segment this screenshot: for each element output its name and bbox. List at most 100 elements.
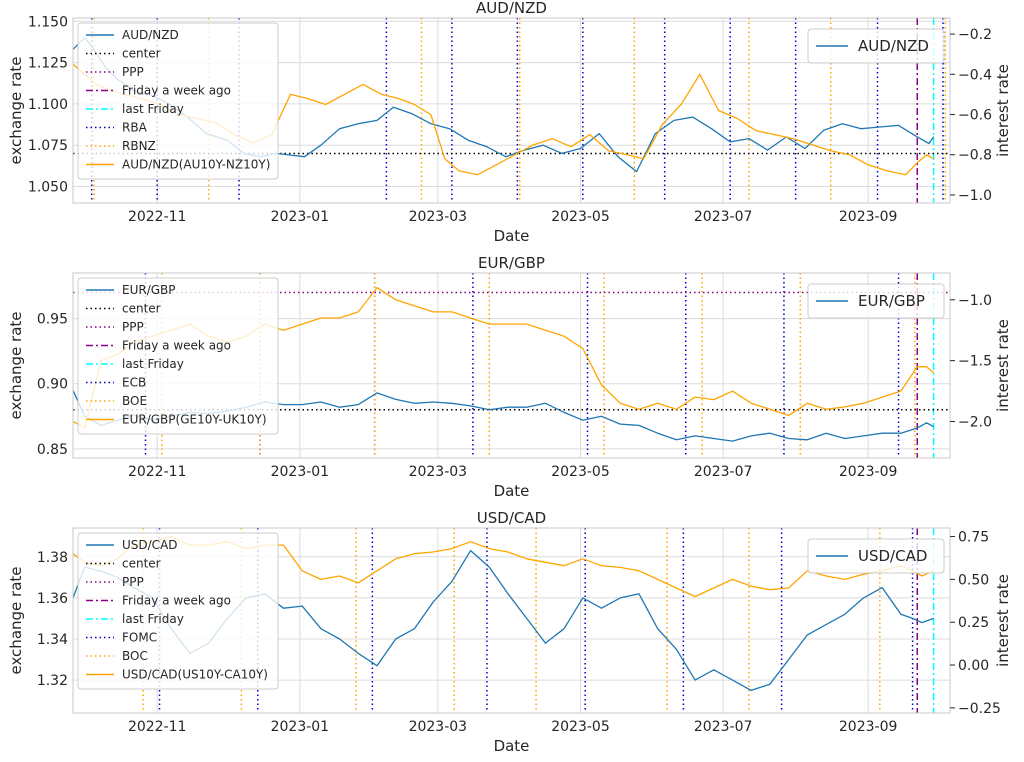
- y-tick-label: 1.075: [28, 138, 68, 154]
- y2-tick-label: 0.50: [958, 572, 989, 588]
- x-tick-label: 2023-05: [551, 209, 610, 225]
- legend-label: PPP: [122, 320, 144, 334]
- y2-tick-label: −0.8: [958, 148, 992, 164]
- legend-label: BOC: [122, 649, 148, 663]
- y-tick-label: 1.36: [37, 591, 68, 607]
- chart-title: EUR/GBP: [478, 254, 545, 272]
- x-tick-label: 2023-07: [694, 209, 753, 225]
- y-axis-label: exchange rate: [7, 566, 25, 674]
- y2-tick-label: −1.5: [958, 354, 992, 370]
- plot-frame: [72, 527, 951, 714]
- panel-eur-gbp: EUR/GBP 2022-11 2023-01 2023-03 2023-05 2023-…: [7, 254, 1012, 500]
- legend-label: EUR/GBP: [122, 283, 176, 297]
- legend-label: USD/CAD: [122, 538, 178, 552]
- legend-label: FOMC: [122, 631, 157, 645]
- x-axis-label: Date: [494, 482, 530, 500]
- legend-label: USD/CAD(US10Y-CA10Y): [122, 668, 268, 682]
- legend-label: last Friday: [122, 357, 184, 371]
- legend-right: AUD/NZD: [807, 28, 945, 64]
- legend-label: last Friday: [122, 612, 184, 626]
- y-tick-label: 0.90: [37, 377, 68, 393]
- y2-tick-label: −2.0: [958, 414, 992, 430]
- legend-box: [807, 283, 945, 319]
- legend-label: PPP: [122, 65, 144, 79]
- x-tick-label: 2023-03: [409, 464, 468, 480]
- legend-label: RBNZ: [122, 139, 156, 153]
- x-tick-label: 2023-01: [271, 719, 330, 735]
- legend-label: center: [122, 302, 161, 316]
- y2-tick-label: −0.6: [958, 108, 992, 124]
- y2-tick-label: −0.4: [958, 67, 992, 83]
- y2-axis-label: interest rate: [994, 319, 1012, 412]
- panel-aud-nzd: AUD/NZD 2022-11 2023-01 2023-03 2023-05 2023-…: [7, 0, 1012, 245]
- legend-label: Friday a week ago: [122, 339, 231, 353]
- x-tick-label: 2023-07: [694, 719, 753, 735]
- x-tick-label: 2023-01: [271, 209, 330, 225]
- plot-frame: [72, 17, 951, 204]
- y-tick-label: 1.050: [28, 179, 68, 195]
- legend-label: center: [122, 47, 161, 61]
- x-tick-label: 2023-09: [839, 209, 898, 225]
- legend-label: EUR/GBP: [858, 292, 925, 310]
- y2-tick-label: −0.25: [958, 701, 1001, 717]
- plot-frame: [72, 272, 951, 459]
- y-tick-label: 0.95: [37, 312, 68, 328]
- x-tick-label: 2023-03: [409, 209, 468, 225]
- legend-label: ECB: [122, 376, 146, 390]
- legend-label: PPP: [122, 575, 144, 589]
- x-tick-label: 2023-03: [409, 719, 468, 735]
- y-axis-label: exchange rate: [7, 311, 25, 419]
- legend-label: AUD/NZD: [122, 28, 179, 42]
- legend-label: center: [122, 557, 161, 571]
- y2-axis-label: interest rate: [994, 574, 1012, 667]
- legend-label: EUR/GBP(GE10Y-UK10Y): [122, 413, 267, 427]
- legend-label: Friday a week ago: [122, 594, 231, 608]
- y2-tick-label: −1.0: [958, 188, 992, 204]
- legend-left: EUR/GBP center PPP Friday a week ago last Fr…: [77, 277, 279, 435]
- x-tick-label: 2023-09: [839, 719, 898, 735]
- y-tick-label: 1.125: [28, 56, 68, 72]
- chart-title: USD/CAD: [477, 509, 546, 527]
- legend-box: [77, 532, 279, 690]
- legend-left: USD/CAD center PPP Friday a week ago last Fr…: [77, 532, 279, 690]
- legend-right: USD/CAD: [807, 538, 945, 574]
- y2-tick-label: −0.2: [958, 27, 992, 43]
- y-tick-label: 1.34: [37, 632, 68, 648]
- legend-box: [77, 277, 279, 435]
- x-tick-label: 2023-07: [694, 464, 753, 480]
- legend-label: BOE: [122, 394, 147, 408]
- y-tick-label: 1.32: [37, 673, 68, 689]
- chart-title: AUD/NZD: [476, 0, 547, 17]
- y-axis-label: exchange rate: [7, 56, 25, 164]
- y2-tick-label: 0.75: [958, 530, 989, 546]
- x-tick-label: 2023-09: [839, 464, 898, 480]
- x-axis-label: Date: [494, 227, 530, 245]
- legend-left: AUD/NZD center PPP Friday a week ago last Fr…: [77, 22, 279, 180]
- x-tick-label: 2022-11: [128, 719, 187, 735]
- legend-box: [807, 28, 945, 64]
- legend-right: EUR/GBP: [807, 283, 945, 319]
- x-tick-label: 2022-11: [128, 464, 187, 480]
- y-tick-label: 1.100: [28, 97, 68, 113]
- x-tick-label: 2022-11: [128, 209, 187, 225]
- panel-usd-cad: USD/CAD 2022-11 2023-01 2023-03 2023-05 2023-…: [7, 509, 1012, 755]
- y-tick-label: 0.85: [37, 442, 68, 458]
- y2-tick-label: 0.25: [958, 615, 989, 631]
- legend-box: [807, 538, 945, 574]
- y-tick-label: 1.38: [37, 550, 68, 566]
- y-tick-label: 1.150: [28, 14, 68, 30]
- x-tick-label: 2023-05: [551, 719, 610, 735]
- legend-box: [77, 22, 279, 180]
- legend-label: AUD/NZD: [858, 37, 929, 55]
- legend-label: Friday a week ago: [122, 84, 231, 98]
- y2-axis-label: interest rate: [994, 64, 1012, 157]
- legend-label: AUD/NZD(AU10Y-NZ10Y): [122, 158, 270, 172]
- y2-tick-label: −1.0: [958, 293, 992, 309]
- x-tick-label: 2023-05: [551, 464, 610, 480]
- x-tick-label: 2023-01: [271, 464, 330, 480]
- legend-label: RBA: [122, 121, 148, 135]
- x-axis-label: Date: [494, 737, 530, 755]
- legend-label: USD/CAD: [858, 547, 927, 565]
- y2-tick-label: 0.00: [958, 658, 989, 674]
